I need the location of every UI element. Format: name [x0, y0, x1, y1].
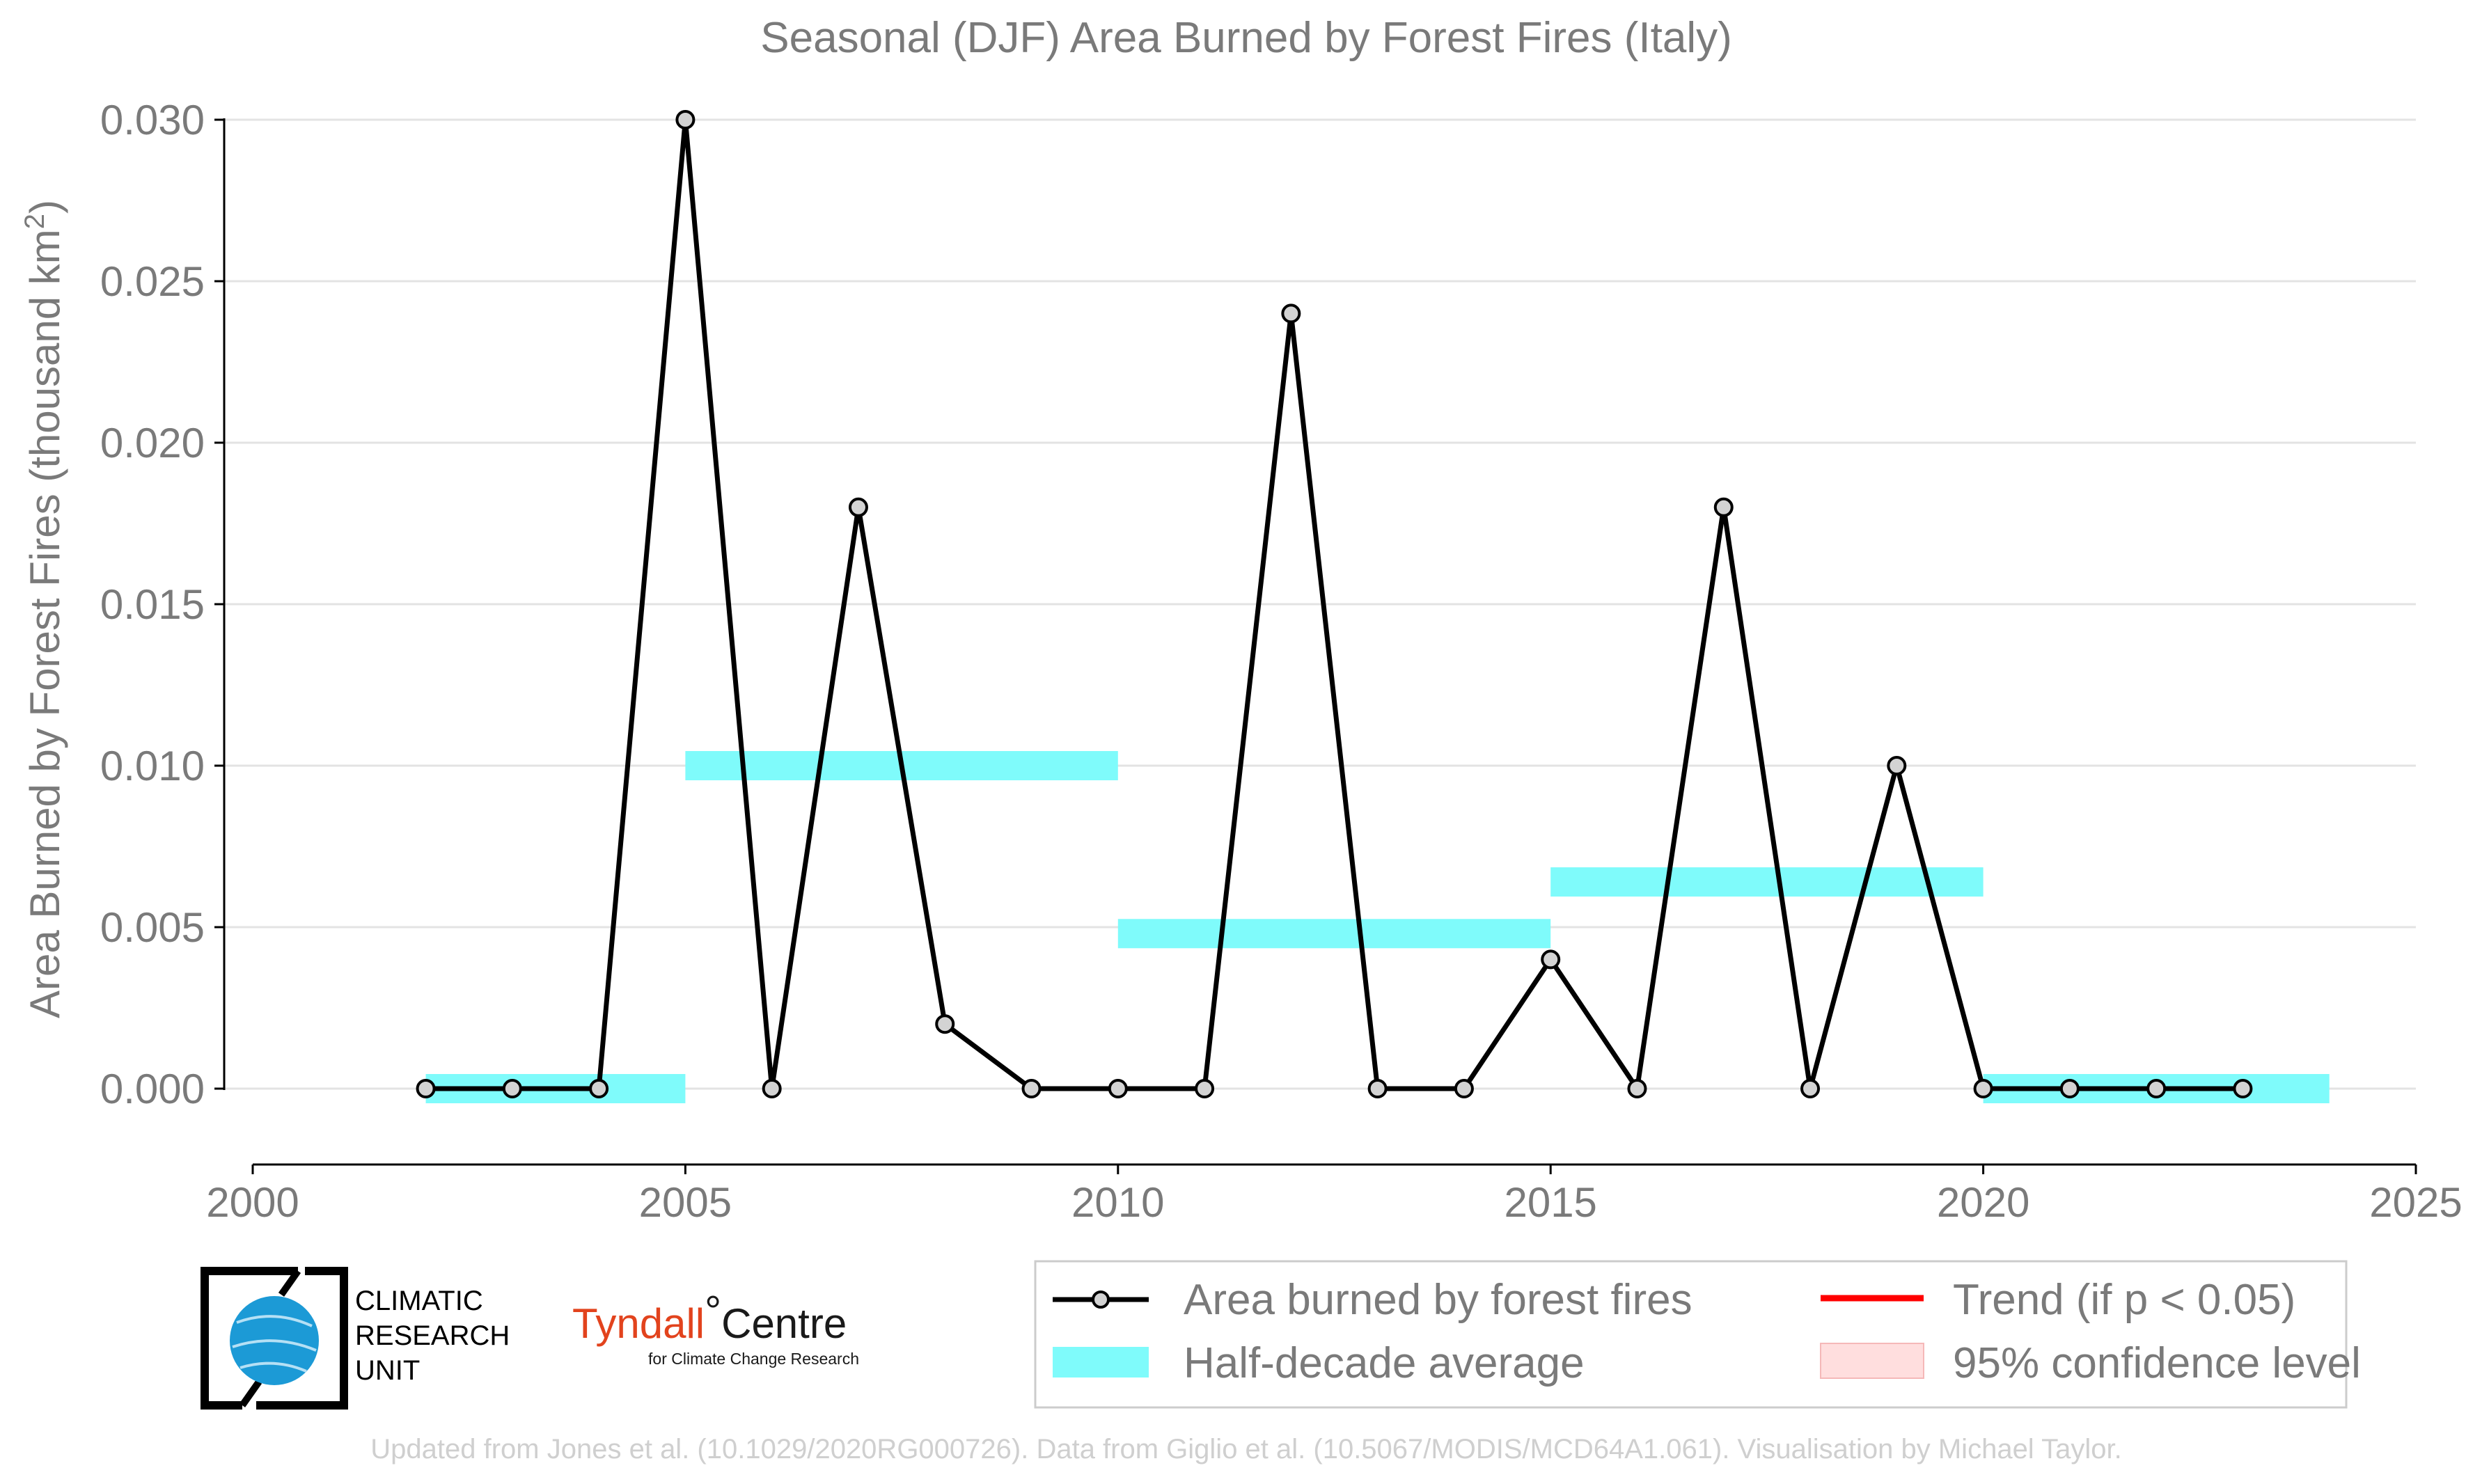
x-axis: 2000 2005 2010 2015 2020 2025 — [206, 1165, 2462, 1226]
legend-label-confidence: 95% confidence level — [1953, 1339, 2361, 1387]
tyndall-subtitle: for Climate Change Research — [648, 1350, 859, 1368]
data-point-2022 — [2148, 1080, 2165, 1097]
data-point-2008 — [936, 1016, 953, 1032]
y-axis-label-close: ) — [22, 200, 68, 214]
tyndall-logo-wordmark: Tyndall°Centre — [572, 1288, 847, 1347]
legend-label-half-decade: Half-decade average — [1184, 1339, 1585, 1387]
data-point-2012 — [1282, 305, 1299, 322]
cru-line-3: UNIT — [355, 1355, 420, 1386]
y-tick-label-0: 0.000 — [100, 1066, 205, 1112]
half-decade-band-3 — [1550, 867, 1983, 897]
data-point-2020 — [1975, 1080, 1992, 1097]
data-point-2011 — [1196, 1080, 1213, 1097]
legend-swatch-confidence — [1821, 1343, 1924, 1378]
legend-label-area-burned: Area burned by forest fires — [1184, 1276, 1692, 1324]
legend: Area burned by forest fires Trend (if p … — [1035, 1261, 2361, 1407]
y-tick-label-4: 0.020 — [100, 420, 205, 466]
tyndall-logo: Tyndall°Centre for Climate Change Resear… — [572, 1288, 859, 1368]
data-point-2004 — [590, 1080, 607, 1097]
y-axis: 0.000 0.005 0.010 0.015 0.020 0.025 0.030 — [100, 97, 224, 1112]
x-tick-label-5: 2025 — [2369, 1179, 2462, 1226]
data-point-2010 — [1110, 1080, 1126, 1097]
legend-label-trend: Trend (if p < 0.05) — [1953, 1276, 2295, 1324]
chart-title: Seasonal (DJF) Area Burned by Forest Fir… — [760, 14, 1731, 62]
data-point-2016 — [1628, 1080, 1645, 1097]
y-axis-label-main: Area Burned by Forest Fires (thousand km — [22, 229, 68, 1018]
data-point-2023 — [2234, 1080, 2251, 1097]
data-point-2014 — [1456, 1080, 1472, 1097]
y-axis-label: Area Burned by Forest Fires (thousand km… — [19, 200, 68, 1018]
y-tick-label-6: 0.030 — [100, 97, 205, 143]
cru-line-2: RESEARCH — [355, 1320, 510, 1351]
x-tick-label-1: 2005 — [639, 1179, 732, 1226]
legend-marker-area-burned — [1093, 1292, 1108, 1307]
x-tick-label-2: 2010 — [1071, 1179, 1164, 1226]
y-tick-label-2: 0.010 — [100, 743, 205, 789]
x-tick-label-0: 2000 — [206, 1179, 299, 1226]
y-axis-label-superscript: 2 — [19, 214, 50, 229]
footer-credit: Updated from Jones et al. (10.1029/2020R… — [370, 1434, 2121, 1465]
tyndall-degree: ° — [705, 1288, 721, 1334]
tyndall-centre: Centre — [721, 1300, 847, 1347]
data-point-2015 — [1542, 951, 1559, 968]
data-point-2019 — [1888, 757, 1905, 774]
legend-swatch-half-decade — [1053, 1347, 1149, 1378]
data-point-2017 — [1715, 499, 1732, 516]
data-point-2007 — [850, 499, 867, 516]
cru-logo: CLIMATIC RESEARCH UNIT — [205, 1271, 510, 1405]
half-decade-band-2 — [1118, 919, 1550, 948]
y-tick-label-3: 0.015 — [100, 581, 205, 628]
x-tick-label-3: 2015 — [1504, 1179, 1596, 1226]
y-tick-label-1: 0.005 — [100, 904, 205, 951]
x-tick-label-4: 2020 — [1937, 1179, 2029, 1226]
data-point-2002 — [418, 1080, 434, 1097]
data-point-2018 — [1802, 1080, 1819, 1097]
data-point-2013 — [1369, 1080, 1386, 1097]
data-point-2006 — [764, 1080, 780, 1097]
cru-line-1: CLIMATIC — [355, 1286, 483, 1316]
y-tick-label-5: 0.025 — [100, 258, 205, 305]
data-point-2009 — [1023, 1080, 1040, 1097]
data-point-2021 — [2061, 1080, 2078, 1097]
data-point-2005 — [677, 111, 693, 128]
tyndall-name: Tyndall — [572, 1300, 705, 1347]
data-point-2003 — [504, 1080, 521, 1097]
